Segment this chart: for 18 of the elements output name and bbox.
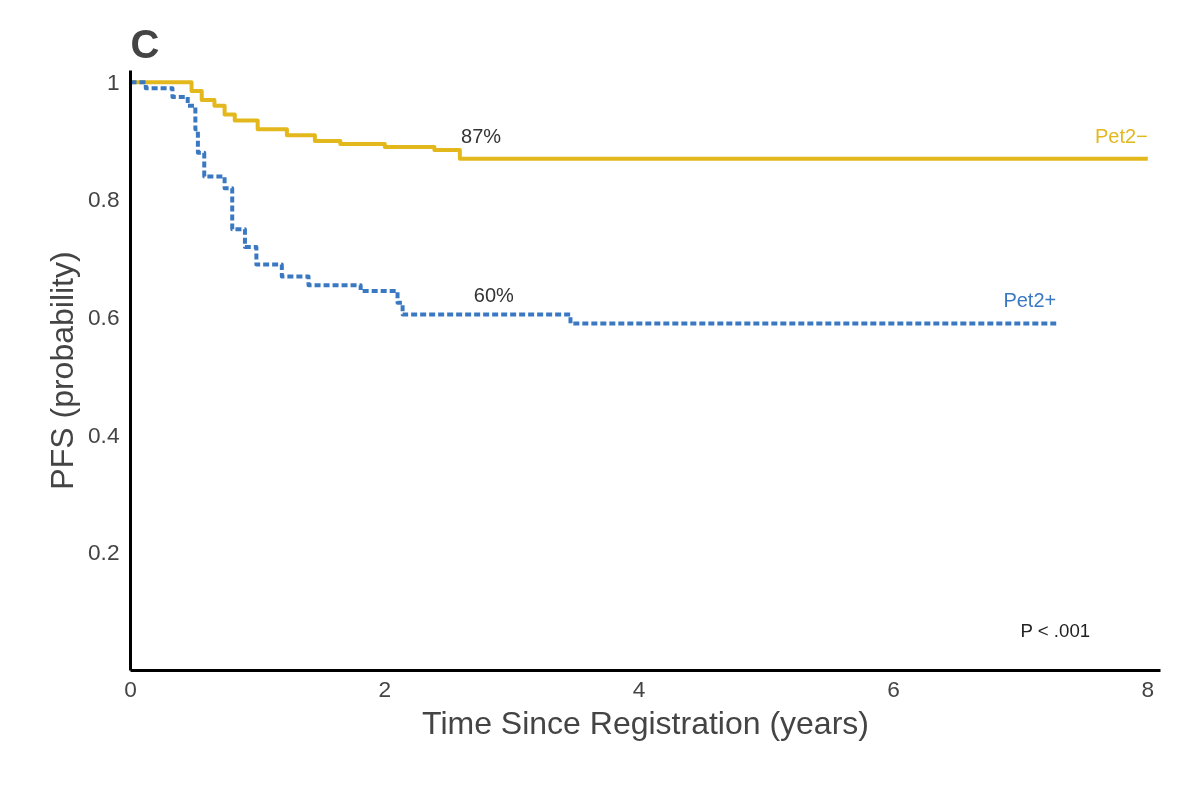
- x-tick-label: 8: [1141, 675, 1155, 702]
- x-tick-label: 4: [632, 675, 646, 702]
- y-axis-title: PFS (probability): [44, 251, 80, 490]
- series-label: Pet2+: [1003, 289, 1057, 312]
- y-tick-label: 0.8: [88, 186, 120, 213]
- series-label: Pet2−: [1094, 124, 1148, 147]
- annotation: P < .001: [1020, 619, 1091, 641]
- y-tick-label: 1: [106, 68, 120, 95]
- y-tick-label: 0.6: [88, 304, 120, 331]
- y-tick-label: 0.2: [88, 539, 120, 566]
- annotation: 60%: [473, 283, 515, 306]
- y-tick-label: 0.4: [88, 421, 120, 448]
- chart-title: C: [130, 21, 160, 66]
- x-tick-label: 0: [124, 675, 137, 702]
- x-tick-label: 2: [378, 675, 392, 702]
- x-axis-title: Time Since Registration (years): [422, 704, 869, 741]
- annotation: 87%: [461, 124, 502, 147]
- x-tick-label: 6: [887, 675, 900, 702]
